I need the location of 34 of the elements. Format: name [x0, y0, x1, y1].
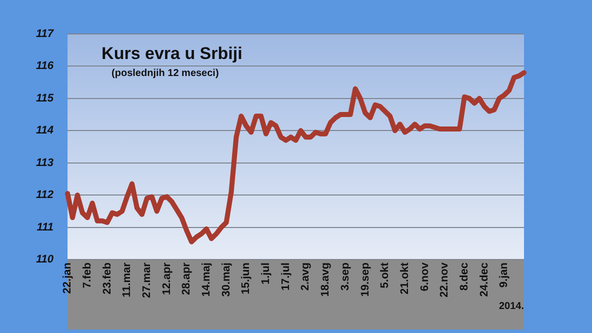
y-tick-label: 112: [36, 189, 54, 202]
x-tick-label: 24.dec: [478, 262, 490, 297]
x-tick-label: 2.avg: [300, 262, 312, 291]
x-tick-label: 3.sep: [339, 262, 352, 291]
x-tick-label: 1.jul: [260, 262, 272, 285]
x-tick-label: 30.maj: [220, 262, 232, 297]
x-tick-label: 7.feb: [81, 262, 94, 288]
y-tick-label: 113: [36, 156, 54, 169]
text: Kurs evra u Srbiji: [102, 44, 242, 63]
y-tick-label: 110: [36, 254, 54, 266]
text: 2014.: [498, 301, 524, 312]
y-tick-label: 116: [36, 60, 54, 72]
x-tick-label: 22.nov: [438, 262, 451, 298]
x-tick-label: 5.okt: [379, 262, 392, 288]
x-tick-label: 8.dec: [458, 262, 470, 291]
x-tick-label: 14.maj: [200, 262, 212, 297]
x-tick-label: 18.avg: [320, 262, 332, 297]
x-tick-label: 9.jan: [498, 262, 510, 288]
y-tick-label: 115: [36, 92, 54, 104]
x-tick-label: 6.nov: [418, 262, 431, 292]
x-tick-label: 27.mar: [140, 262, 153, 298]
x-tick-label: 17.jul: [280, 262, 292, 291]
text: (poslednjih 12 meseci): [112, 68, 219, 79]
x-tick-label: 22.jan: [62, 262, 74, 294]
y-tick-label: 111: [36, 221, 54, 234]
x-tick-label: 11.mar: [121, 262, 134, 298]
x-tick-label: 21.okt: [398, 262, 411, 294]
x-tick-label: 15.jun: [240, 262, 252, 294]
y-tick-label: 114: [36, 124, 54, 137]
x-tick-label: 28.apr: [180, 262, 193, 295]
x-tick-label: 12.apr: [160, 262, 173, 295]
x-tick-label: 23.feb: [101, 262, 114, 294]
y-tick-label: 117: [36, 28, 54, 40]
x-tick-label: 19.sep: [359, 262, 372, 297]
